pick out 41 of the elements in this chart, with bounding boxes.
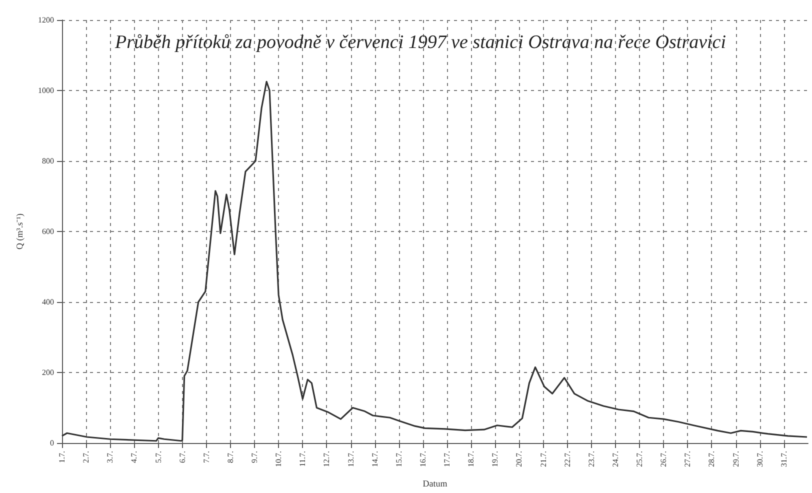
y-tick-label: 400 (42, 298, 54, 306)
x-tick-label: 29.7. (731, 451, 740, 467)
x-tick-label: 18.7. (466, 451, 476, 467)
x-tick-label: 1.7. (58, 451, 66, 463)
text: Průběh přítoků za povodně v červenci 1997 ve stanici Ostrava na řece Ostravici (114, 32, 726, 53)
x-tick-label: 10.7. (274, 451, 284, 467)
x-tick-label: 22.7. (562, 451, 572, 467)
x-tick-label: 13.7. (346, 451, 356, 467)
x-tick-label: 11.7. (298, 451, 308, 467)
x-axis-title: Datum (422, 478, 448, 488)
x-tick-label: 5.7. (154, 451, 163, 463)
x-tick-label: 9.7. (250, 451, 260, 463)
x-tick-label: 16.7. (418, 451, 428, 467)
x-tick-label: 2.7. (82, 451, 91, 463)
x-tick-label: 15.7. (394, 451, 404, 467)
x-tick-label: 26.7. (659, 451, 668, 467)
x-tick-label: 27.7. (683, 451, 692, 467)
y-axis-title: Q (m³.s⁻¹) (14, 214, 24, 250)
y-tick-label: 0 (50, 438, 54, 448)
x-tick-label: 28.7. (707, 451, 716, 467)
y-tick-label: 800 (42, 156, 54, 166)
y-tick-label: 1200 (38, 16, 54, 24)
x-tick-label: 8.7. (226, 451, 235, 463)
y-tick-label: 1000 (38, 86, 54, 95)
x-tick-label: 19.7. (490, 451, 500, 467)
x-tick-label: 24.7. (610, 451, 620, 467)
x-tick-label: 12.7. (322, 451, 332, 467)
x-tick-label: 17.7. (442, 451, 452, 467)
x-tick-label: 30.7. (755, 451, 764, 467)
y-tick-label: 600 (42, 227, 54, 236)
x-tick-label: 21.7. (538, 451, 548, 467)
x-tick-label: 14.7. (370, 451, 380, 467)
x-tick-label: 3.7. (106, 451, 115, 463)
x-tick-label: 4.7. (130, 451, 139, 463)
x-tick-label: 6.7. (178, 451, 187, 463)
x-tick-label: 7.7. (202, 451, 211, 463)
x-tick-label: 31.7. (779, 451, 788, 467)
x-tick-label: 25.7. (635, 451, 644, 467)
x-tick-label: 23.7. (586, 451, 596, 467)
y-tick-label: 200 (42, 368, 54, 377)
x-tick-label: 20.7. (514, 451, 524, 467)
